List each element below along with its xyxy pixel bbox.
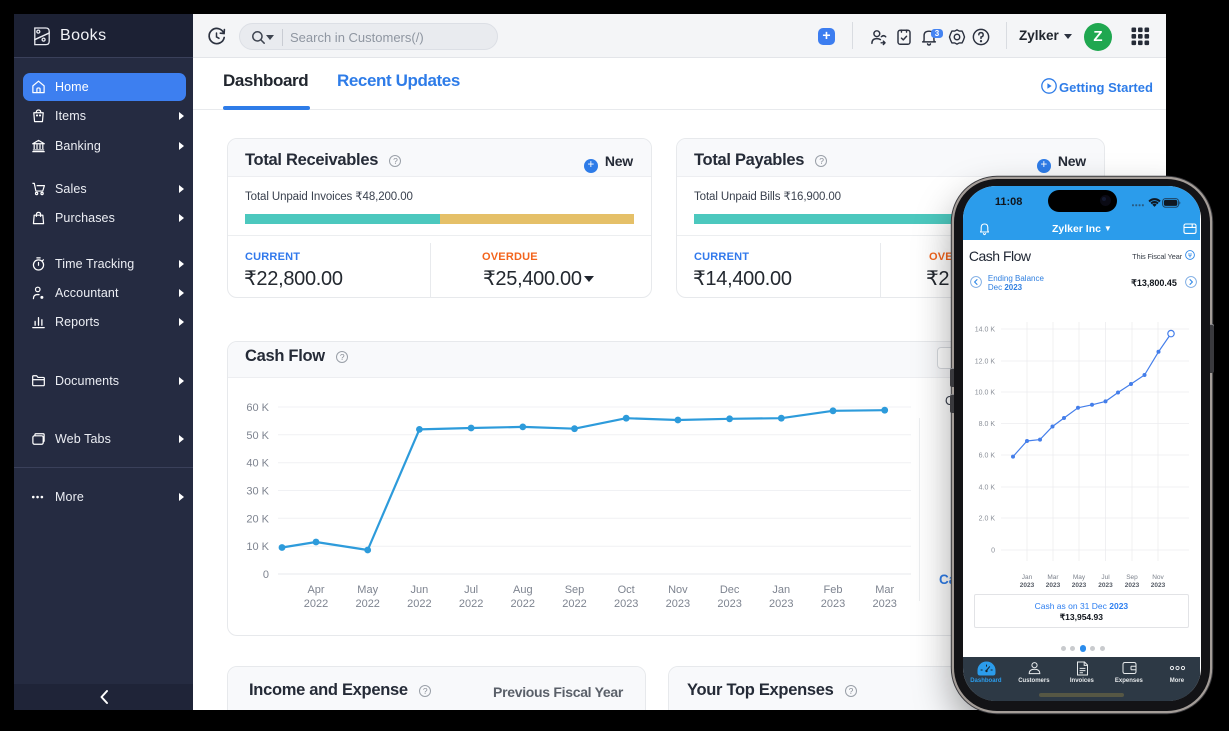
- svg-text:20 K: 20 K: [246, 513, 269, 525]
- svg-text:Mar: Mar: [1047, 574, 1059, 581]
- svg-text:2023: 2023: [769, 598, 793, 610]
- svg-text:Aug: Aug: [513, 584, 533, 596]
- svg-text:2022: 2022: [355, 598, 379, 610]
- svg-text:Nov: Nov: [668, 584, 688, 596]
- svg-text:May: May: [1073, 574, 1086, 581]
- svg-text:40 K: 40 K: [246, 458, 269, 470]
- svg-text:2022: 2022: [407, 598, 431, 610]
- svg-text:50 K: 50 K: [246, 430, 269, 442]
- svg-text:Sep: Sep: [1126, 574, 1138, 581]
- svg-text:2023: 2023: [1020, 582, 1035, 589]
- svg-text:0: 0: [991, 548, 995, 555]
- svg-text:10 K: 10 K: [246, 541, 269, 553]
- svg-text:Jul: Jul: [1101, 574, 1110, 581]
- svg-text:Jun: Jun: [411, 584, 429, 596]
- svg-text:Mar: Mar: [875, 584, 894, 596]
- svg-text:Jul: Jul: [464, 584, 478, 596]
- svg-text:2023: 2023: [821, 598, 845, 610]
- svg-text:Dec: Dec: [720, 584, 740, 596]
- svg-text:2023: 2023: [1151, 582, 1166, 589]
- svg-text:Nov: Nov: [1152, 574, 1164, 581]
- svg-text:Jan: Jan: [1022, 574, 1033, 581]
- svg-text:2023: 2023: [1125, 582, 1140, 589]
- svg-text:2023: 2023: [666, 598, 690, 610]
- svg-text:2022: 2022: [304, 598, 328, 610]
- svg-text:2023: 2023: [1072, 582, 1087, 589]
- svg-text:2023: 2023: [1046, 582, 1061, 589]
- svg-text:60 K: 60 K: [246, 402, 269, 414]
- svg-text:14.0 K: 14.0 K: [975, 327, 996, 334]
- svg-text:0: 0: [263, 569, 269, 581]
- svg-text:Sep: Sep: [565, 584, 585, 596]
- svg-text:8.0 K: 8.0 K: [979, 421, 996, 428]
- svg-text:4.0 K: 4.0 K: [979, 485, 996, 492]
- svg-text:May: May: [357, 584, 378, 596]
- svg-text:2022: 2022: [511, 598, 535, 610]
- svg-text:12.0 K: 12.0 K: [975, 359, 996, 366]
- svg-text:Feb: Feb: [824, 584, 843, 596]
- svg-text:2023: 2023: [1098, 582, 1113, 589]
- svg-text:2023: 2023: [872, 598, 896, 610]
- svg-text:Jan: Jan: [772, 584, 790, 596]
- svg-text:Apr: Apr: [307, 584, 324, 596]
- svg-text:2022: 2022: [562, 598, 586, 610]
- svg-text:2023: 2023: [614, 598, 638, 610]
- svg-text:2022: 2022: [459, 598, 483, 610]
- svg-text:Oct: Oct: [618, 584, 635, 596]
- svg-text:30 K: 30 K: [246, 486, 269, 498]
- svg-text:10.0 K: 10.0 K: [975, 390, 996, 397]
- svg-text:2023: 2023: [717, 598, 741, 610]
- svg-text:6.0 K: 6.0 K: [979, 453, 996, 460]
- svg-text:2.0 K: 2.0 K: [979, 516, 996, 523]
